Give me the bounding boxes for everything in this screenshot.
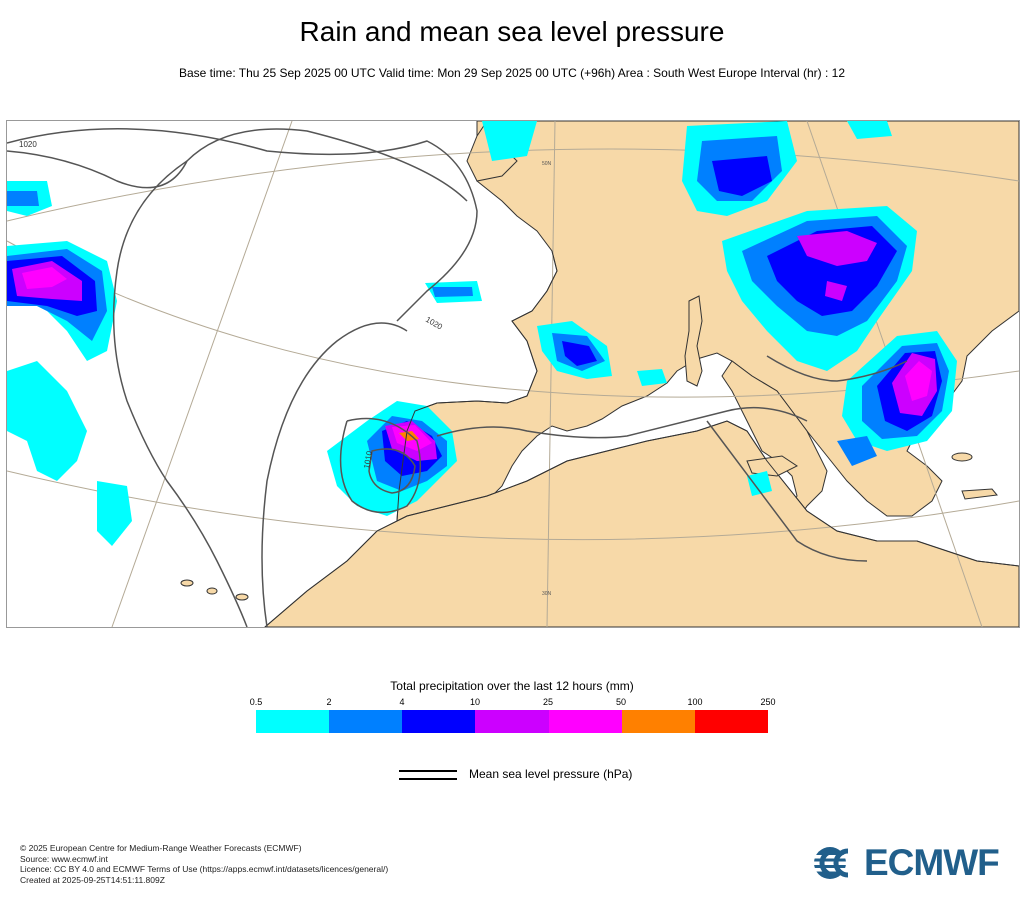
isobar-africa [706, 420, 868, 562]
land-canary-3 [235, 593, 249, 601]
coastline-layer [264, 250, 1019, 627]
isobar-med [436, 406, 808, 439]
isobar-label-3: 1010 [362, 450, 374, 470]
land-crete [961, 488, 998, 500]
colorbar-label: 50 [615, 697, 627, 707]
colorbar-segment [402, 710, 476, 733]
chart-title: Rain and mean sea level pressure [299, 16, 725, 47]
precip-legend-title: Total precipitation over the last 12 hou… [390, 679, 634, 693]
footer-credits: © 2025 European Centre for Medium-Range … [20, 843, 388, 885]
footer-line: © 2025 European Centre for Medium-Range … [20, 843, 302, 853]
ecmwf-logo-text: ECMWF [864, 842, 1000, 883]
isobar-layer [7, 128, 908, 627]
isobar-label-1: 1020 [19, 140, 37, 149]
isobar-1020-loop [7, 128, 468, 202]
isobar-1020-north [7, 128, 478, 322]
colorbar-segment [329, 710, 403, 733]
isobar-1010-inner [368, 448, 416, 494]
land-canary-1 [180, 579, 194, 587]
colorbar-segment [694, 710, 768, 733]
ecmwf-logo: ECMWF [812, 842, 1000, 883]
mslp-legend-line [399, 778, 457, 780]
precip-layer [7, 121, 957, 546]
footer-line: Source: www.ecmwf.int [20, 853, 108, 864]
colorbar-label: 2 [326, 697, 332, 707]
isobar-label-2: 1020 [424, 315, 444, 332]
colorbar-label: 4 [399, 697, 405, 707]
ecmwf-logo-icon [812, 847, 858, 879]
colorbar-segment [256, 710, 330, 733]
isobar-1010-outer [339, 417, 422, 514]
colorbar-label: 100 [687, 697, 703, 707]
colorbar-label: 0.5 [249, 697, 263, 707]
map-panel: 1020 1020 1010 50N 30N [6, 120, 1020, 628]
colorbar-segment [621, 710, 695, 733]
mslp-legend-label: Mean sea level pressure (hPa) [469, 767, 633, 781]
graticule-label-30n: 30N [542, 591, 552, 597]
land-cyprus [951, 452, 973, 462]
precip-colorbar [256, 710, 768, 733]
colorbar-segment [475, 710, 549, 733]
isobar-west [112, 160, 248, 627]
chart-subtitle: Base time: Thu 25 Sep 2025 00 UTC Valid … [178, 66, 846, 80]
land-corsica-sardinia [684, 295, 703, 387]
footer-line: Licence: CC BY 4.0 and ECMWF Terms of Us… [20, 864, 389, 874]
colorbar-label: 25 [542, 697, 554, 707]
footer-line: Created at 2025-09-25T14:51:11.809Z [20, 874, 165, 885]
mslp-legend-line [399, 770, 457, 772]
land-canary-2 [206, 587, 218, 595]
colorbar-segment [548, 710, 622, 733]
colorbar-label: 250 [760, 697, 776, 707]
isobar-mid [261, 322, 408, 627]
isobar-east [766, 355, 908, 382]
graticule-label-50n: 50N [542, 161, 552, 167]
colorbar-label: 10 [469, 697, 481, 707]
land-sicily [746, 455, 798, 477]
map-svg: 1020 1020 1010 50N 30N [7, 121, 1019, 627]
